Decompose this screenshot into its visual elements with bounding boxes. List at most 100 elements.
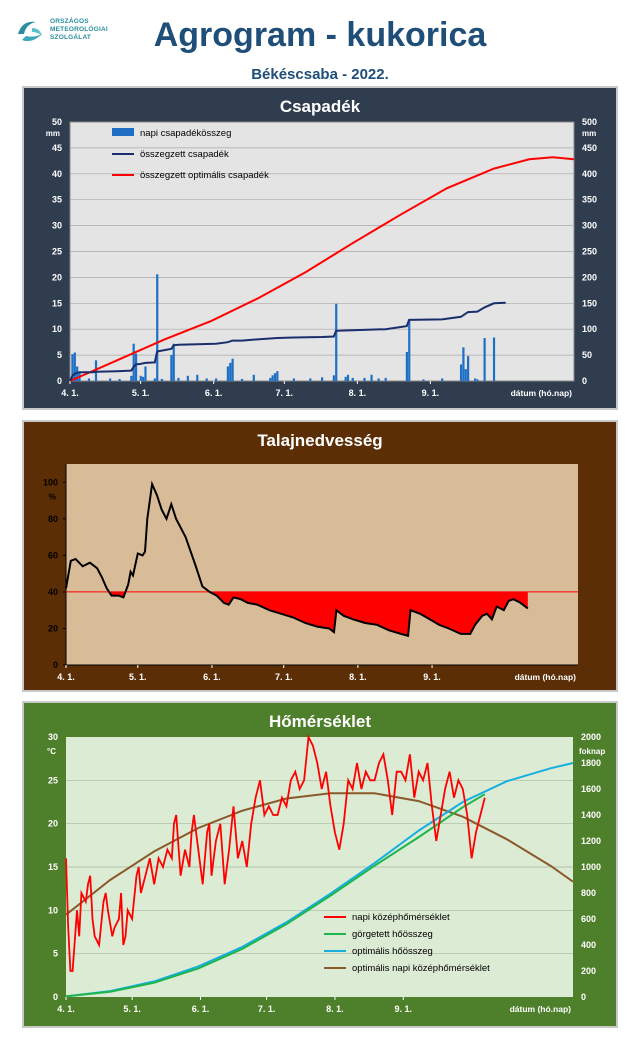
precipitation-bar bbox=[142, 376, 145, 381]
logo-text: ORSZÁGOS METEOROLÓGIAI SZOLGÁLAT bbox=[50, 18, 108, 42]
y-right-tick-label: 1400 bbox=[581, 810, 601, 820]
temperature-series-line bbox=[65, 792, 574, 916]
x-tick-label: 7. 1. bbox=[276, 388, 294, 398]
precipitation-bar bbox=[346, 374, 350, 381]
y-tick-label: 20 bbox=[48, 623, 58, 633]
legend-label-bars: napi csapadékösszeg bbox=[140, 128, 231, 139]
precipitation-bar bbox=[139, 375, 142, 381]
precipitation-bar bbox=[384, 377, 387, 381]
precipitation-bar bbox=[464, 369, 467, 381]
precipitation-bar bbox=[408, 320, 411, 381]
precipitation-bar bbox=[196, 374, 199, 381]
precipitation-bar bbox=[215, 378, 218, 381]
precipitation-bar bbox=[240, 378, 244, 381]
y-right-tick-label: 0 bbox=[582, 376, 587, 386]
precipitation-bar bbox=[177, 377, 180, 381]
y-left-tick-label: 15 bbox=[48, 862, 58, 872]
x-tick-label: 5. 1. bbox=[129, 672, 147, 682]
plot-area bbox=[66, 464, 578, 665]
x-tick-label: 9. 1. bbox=[395, 1004, 413, 1014]
legend-label: napi középhőmérséklet bbox=[352, 912, 450, 923]
precipitation-bar bbox=[71, 354, 74, 381]
x-tick-label: 4. 1. bbox=[57, 672, 75, 682]
y-tick-label: 80 bbox=[48, 514, 58, 524]
precipitation-bar bbox=[134, 353, 138, 381]
y-tick-label: 100 bbox=[43, 477, 58, 487]
legend-label: görgetett hőösszeg bbox=[352, 929, 433, 940]
precipitation-bar bbox=[271, 375, 274, 381]
precipitation-bar bbox=[335, 303, 338, 381]
precipitation-bar bbox=[476, 379, 479, 381]
omsz-logo: ORSZÁGOS METEOROLÓGIAI SZOLGÁLAT bbox=[12, 14, 122, 56]
precipitation-bar bbox=[229, 362, 232, 381]
page-title: Agrogram - kukorica bbox=[153, 16, 487, 54]
precipitation-chart: Csapadék05101520253035404550050100150200… bbox=[46, 97, 597, 398]
y-right-tick-label: 1800 bbox=[581, 758, 601, 768]
chart-title: Csapadék bbox=[280, 97, 361, 116]
y-left-tick-label: 20 bbox=[52, 272, 62, 282]
precipitation-bar bbox=[344, 376, 347, 381]
logo-swirl-icon bbox=[18, 21, 42, 42]
y-tick-label: 0 bbox=[53, 660, 58, 670]
precipitation-bar bbox=[483, 338, 486, 381]
precipitation-bar bbox=[462, 347, 465, 381]
x-axis-label: dátum (hó.nap) bbox=[515, 672, 577, 682]
temperature-chart: Hőmérséklet 0 5 10 15 20 25 30 0 200 400 600 800 1000… bbox=[47, 712, 605, 1014]
precipitation-bar bbox=[153, 378, 156, 381]
logo-line-1: ORSZÁGOS bbox=[50, 18, 89, 25]
y-right-tick-label: 150 bbox=[582, 298, 597, 308]
y-right-tick-label: 1000 bbox=[581, 862, 601, 872]
y-left-tick-label: 5 bbox=[57, 350, 62, 360]
precipitation-bar bbox=[459, 364, 463, 381]
legend-label-cumulative: összegzett csapadék bbox=[140, 149, 229, 160]
x-tick-label: 4. 1. bbox=[61, 388, 79, 398]
y-tick-label: 60 bbox=[48, 550, 58, 560]
temperature-series-line bbox=[65, 762, 574, 998]
y-right-tick-label: 800 bbox=[581, 888, 596, 898]
y-left-unit-label: °C bbox=[47, 747, 56, 756]
y-right-tick-label: 350 bbox=[582, 195, 597, 205]
legend-label-optimal: összegzett optimális csapadék bbox=[140, 170, 269, 181]
y-right-tick-label: 600 bbox=[581, 914, 596, 924]
y-right-tick-label: 200 bbox=[581, 966, 596, 976]
precipitation-bar bbox=[441, 378, 444, 381]
precipitation-bar bbox=[130, 375, 133, 381]
legend-swatch-bars bbox=[112, 128, 134, 136]
y-right-tick-label: 400 bbox=[581, 940, 596, 950]
x-tick-label: 8. 1. bbox=[326, 1004, 344, 1014]
x-tick-label: 8. 1. bbox=[349, 672, 367, 682]
precipitation-bar bbox=[377, 378, 380, 381]
moisture-deficit-area bbox=[209, 591, 528, 636]
page-subtitle: Békéscsaba - 2022. bbox=[251, 66, 389, 83]
y-left-tick-label: 25 bbox=[52, 247, 62, 257]
precipitation-bar bbox=[87, 378, 91, 381]
y-left-tick-label: 15 bbox=[52, 298, 62, 308]
precipitation-bar bbox=[160, 378, 164, 381]
x-tick-label: 6. 1. bbox=[192, 1004, 210, 1014]
precipitation-bar bbox=[474, 378, 477, 381]
y-left-tick-label: 10 bbox=[52, 324, 62, 334]
y-right-tick-label: 1600 bbox=[581, 784, 601, 794]
precipitation-bar bbox=[156, 274, 159, 381]
y-left-tick-label: 30 bbox=[52, 221, 62, 231]
y-left-tick-label: 0 bbox=[57, 376, 62, 386]
precipitation-bar bbox=[405, 351, 408, 381]
precipitation-bar bbox=[226, 366, 229, 381]
precipitation-bar bbox=[363, 377, 366, 381]
soil-moisture-panel: Talajnedvesség 0 20 40 60 80 100% 4. 1. 5. 1. 6. … bbox=[22, 420, 618, 692]
legend-label: optimális napi középhőmérséklet bbox=[352, 963, 490, 974]
precipitation-bar bbox=[332, 375, 335, 381]
y-right-tick-label: 50 bbox=[582, 350, 592, 360]
chart-title: Talajnedvesség bbox=[257, 431, 382, 450]
x-tick-label: 5. 1. bbox=[132, 388, 150, 398]
y-left-tick-label: 25 bbox=[48, 775, 58, 785]
precipitation-bar bbox=[492, 337, 496, 381]
y-right-tick-label: 1200 bbox=[581, 836, 601, 846]
precipitation-bar bbox=[321, 377, 324, 381]
y-left-tick-label: 45 bbox=[52, 143, 62, 153]
precipitation-bar bbox=[205, 378, 208, 381]
y-left-tick-label: 10 bbox=[48, 905, 58, 915]
precipitation-bar bbox=[231, 358, 234, 381]
x-tick-label: 9. 1. bbox=[422, 388, 440, 398]
y-right-tick-label: 0 bbox=[581, 992, 586, 1002]
